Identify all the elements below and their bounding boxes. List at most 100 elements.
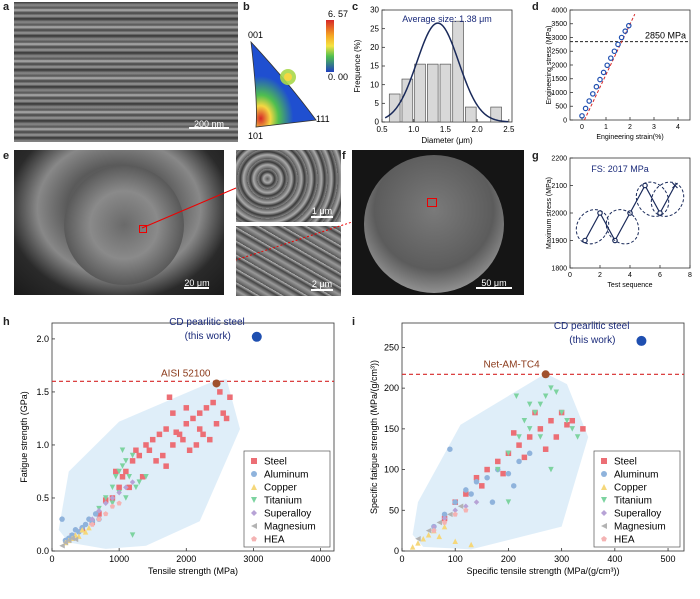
scatter-point [553, 434, 560, 440]
scatter-point [133, 484, 139, 491]
scalebar-e-bot: 2 μm [311, 279, 333, 289]
scatter-point [163, 426, 169, 432]
scatter-point [452, 499, 458, 505]
material-envelope [58, 379, 240, 549]
scatter-point [153, 458, 159, 464]
scatter-point [452, 511, 458, 517]
scatter-point [89, 521, 95, 527]
legend-label: HEA [264, 535, 285, 546]
scatter-point [126, 474, 132, 480]
data-point [579, 113, 585, 119]
scatter-point [500, 470, 506, 477]
fatigue-test-chart: 0 2 4 6 8 1800 1900 2000 2100 2200 Test sequence Ma… [546, 155, 692, 289]
fracture-surface [64, 165, 184, 285]
scatter-point [463, 507, 469, 513]
scatter-point [129, 532, 136, 538]
scatter-point [510, 483, 517, 489]
this-work-sublabel: (this work) [185, 331, 231, 342]
x-tick-label: 8 [688, 272, 692, 279]
y-tick-label: 25 [370, 24, 379, 33]
scatter-point [542, 393, 549, 400]
scatter-point [156, 431, 163, 438]
sem-cross-section: 50 μm [352, 150, 524, 295]
legend-label: Aluminum [264, 470, 308, 481]
x-tick-label: 4 [628, 272, 632, 279]
inverse-pole-figure: 6. 57 0. 00 001 101 111 [248, 9, 348, 141]
scatter-point [415, 536, 421, 542]
sem-zoom-dimples: 1 μm [236, 150, 341, 222]
x-axis-label: Specific tensile strength (MPa/(g/cm³)) [466, 566, 619, 576]
legend-label: Titanium [614, 496, 652, 507]
scatter-point [166, 394, 173, 400]
this-work-point [251, 331, 262, 342]
y-tick-label: 30 [370, 6, 379, 15]
scatter-point [495, 466, 501, 473]
scatter-point [505, 499, 512, 505]
scatter-point [129, 479, 136, 485]
scalebar-e-top: 1 μm [311, 206, 333, 216]
x-tick-label: 0 [49, 554, 54, 564]
y-tick-label: 2200 [551, 155, 567, 162]
scatter-point [452, 507, 458, 514]
reference-point [212, 379, 221, 388]
gaussian-fit-curve [384, 22, 509, 123]
scalebar-line-e-bot [311, 289, 333, 291]
scatter-point [532, 409, 538, 416]
scatter-point [479, 483, 485, 489]
fatigue-vs-tensile-chart: 0 1000 2000 3000 4000 0.0 0.5 1.0 1.5 2.0 Tensile … [19, 317, 335, 576]
legend-label: Magnesium [264, 522, 316, 533]
x-tick-label: 2 [598, 272, 602, 279]
data-point [615, 41, 621, 48]
scatter-point [193, 442, 200, 448]
reference-label: AISI 52100 [161, 368, 211, 379]
ipf-111-label: 111 [316, 114, 330, 124]
y-tick-label: 20 [370, 43, 379, 52]
scatter-point [183, 405, 190, 411]
panel-label-e: e [3, 150, 10, 162]
this-work-sublabel: (this work) [569, 335, 615, 346]
legend-marker [601, 497, 607, 503]
x-tick-label: 2.0 [472, 125, 484, 134]
scatter-point [119, 447, 126, 454]
scatter-point [123, 468, 129, 475]
scatter-point [516, 458, 522, 465]
data-point [582, 237, 588, 244]
scatter-point [409, 544, 416, 550]
panel-label-d: d [532, 1, 539, 13]
legend-label: Steel [614, 457, 637, 468]
legend-label: Steel [264, 457, 287, 468]
pair-ellipse [635, 181, 670, 217]
scatter-point [210, 399, 216, 406]
scatter-point [526, 434, 533, 440]
scatter-point [569, 426, 576, 432]
pair-ellipse [650, 181, 685, 217]
scatter-point [468, 491, 474, 497]
legend-label: Superalloy [264, 509, 311, 520]
scatter-point [227, 394, 233, 400]
this-work-label: CD pearlitic steel [169, 317, 245, 328]
y-tick-label: 2100 [551, 183, 567, 190]
scatter-point [136, 452, 143, 459]
scalebar-a: 200 nm [193, 119, 225, 129]
scatter-point [516, 442, 522, 448]
x-axis-label: Tensile strength (MPa) [148, 566, 238, 576]
x-tick-label: 4 [676, 124, 680, 131]
scatter-point [220, 410, 226, 416]
grain-size-histogram: 0.5 1.0 1.5 2.0 2.5 0 5 10 15 20 25 30 Diameter (μm)… [353, 6, 515, 145]
scatter-point [495, 458, 501, 465]
legend-marker [251, 536, 257, 542]
scatter-point [89, 516, 96, 522]
scatter-point [542, 446, 549, 452]
scatter-point [516, 434, 522, 440]
crack-origin-marker [139, 225, 147, 233]
scatter-point [436, 533, 442, 540]
y-tick-label: 1500 [551, 76, 567, 83]
data-point [626, 22, 632, 29]
y-tick-label: 100 [384, 465, 399, 475]
y-tick-label: 1000 [551, 90, 567, 97]
reference-label: Net-AM-TC4 [484, 359, 541, 370]
x-tick-label: 1.5 [440, 125, 452, 134]
plot-frame [51, 322, 335, 552]
scatter-point [116, 500, 122, 506]
scatter-point [82, 529, 89, 535]
